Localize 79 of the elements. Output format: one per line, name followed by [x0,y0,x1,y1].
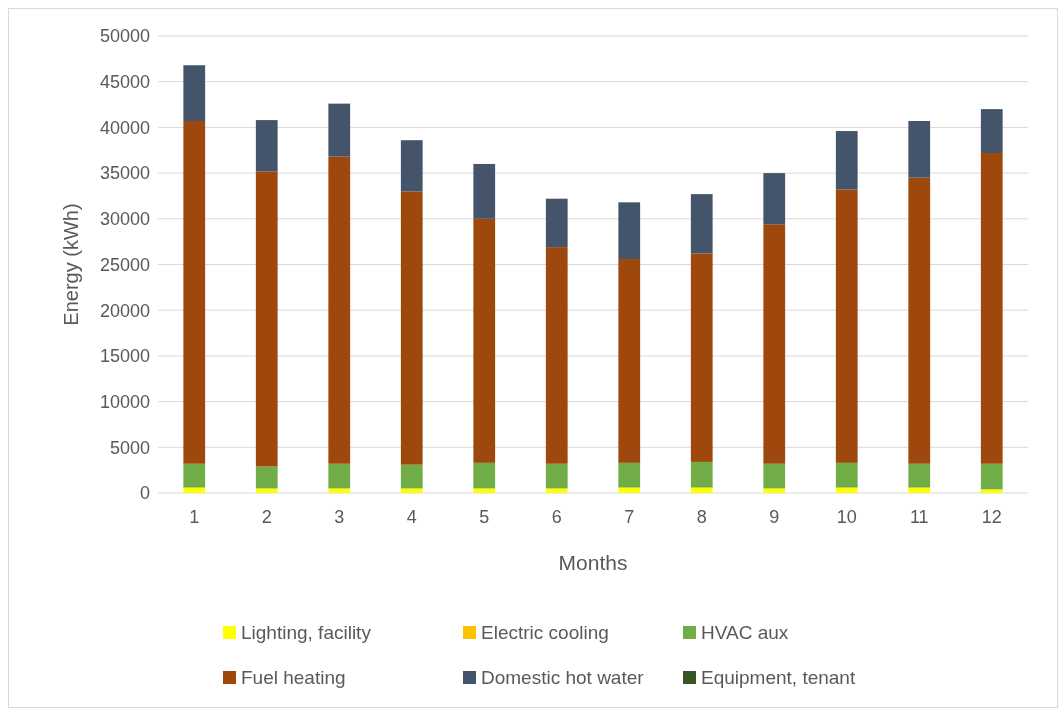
y-tick-label: 25000 [99,254,150,275]
bar [618,462,641,488]
x-tick-label: 12 [981,507,1002,527]
bar [473,462,496,489]
bar [400,140,423,192]
x-tick-label: 10 [836,507,857,527]
y-axis-title: Energy (kWh) [60,203,82,326]
bar [690,253,713,462]
bar [255,171,278,467]
x-axis-title: Months [558,551,628,574]
y-tick-label: 15000 [99,346,150,367]
y-tick-label: 5000 [109,437,150,458]
x-tick-label: 6 [551,507,562,527]
bar [908,463,931,488]
y-tick-label: 35000 [99,163,150,184]
y-tick-label: 45000 [99,72,150,92]
bar [980,489,1003,493]
y-tick-label: 10000 [99,391,150,412]
bar [183,463,206,488]
bar [473,488,496,493]
bar [473,163,496,219]
bar [183,65,206,121]
bar [183,121,206,464]
bar [763,463,786,489]
bar [328,156,351,464]
legend-label: Fuel heating [241,666,346,688]
legend-label: HVAC aux [701,621,789,643]
bar [980,109,1003,153]
bar [545,247,568,464]
bar [618,487,641,493]
bar [618,202,641,260]
x-tick-label: 1 [189,507,200,527]
x-tick-label: 11 [909,507,929,527]
bar [690,461,713,488]
bar [328,103,351,157]
legend-label: Lighting, facility [241,621,372,643]
bar [980,152,1003,464]
bar [328,488,351,493]
y-tick-label: 0 [139,483,150,504]
bar [763,224,786,464]
bar [980,463,1003,490]
x-tick-label: 4 [406,507,417,527]
bar [400,488,423,493]
bar [618,259,641,463]
x-tick-label: 2 [261,507,272,527]
bar [400,464,423,489]
bar [690,194,713,254]
bar [763,173,786,225]
x-tick-label: 5 [479,507,490,527]
bar [183,487,206,493]
x-tick-label: 3 [334,507,345,527]
bar [328,463,351,489]
bar [255,488,278,493]
bar [545,463,568,489]
y-tick-label: 30000 [99,209,150,230]
legend-label: Domestic hot water [481,666,645,688]
legend-label: Electric cooling [481,621,609,643]
x-tick-label: 7 [624,507,635,527]
bar [908,487,931,493]
y-tick-label: 40000 [99,117,150,138]
bar [400,191,423,465]
bar [255,466,278,489]
x-tick-label: 9 [769,507,780,527]
bar [545,198,568,248]
bar [763,488,786,493]
bar [690,487,713,493]
y-tick-label: 50000 [99,26,150,47]
bar [908,177,931,464]
bar [835,487,858,493]
legend-label: Equipment, tenant [701,666,856,688]
bar [835,189,858,463]
y-tick-label: 20000 [99,300,150,321]
bar [908,121,931,178]
bar [473,218,496,463]
x-tick-label: 8 [696,507,707,527]
bar [545,488,568,493]
bar [255,120,278,172]
bar [835,131,858,190]
bar [835,462,858,488]
